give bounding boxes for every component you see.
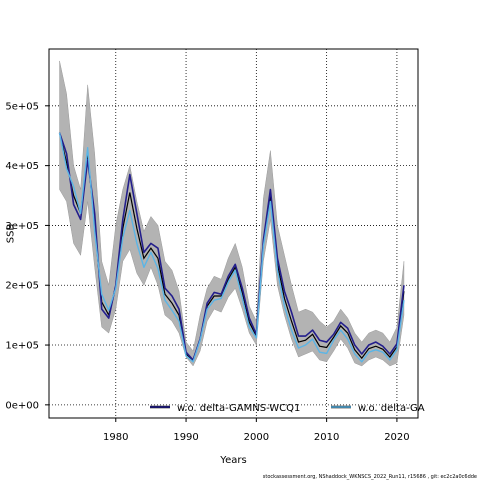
- legend-label: w.o. delta-GAMNS-WCQ1: [177, 403, 300, 414]
- y-tick-label: 5e+05: [5, 101, 39, 112]
- x-tick-label: 1980: [103, 432, 128, 443]
- x-axis: 1980 1990 2000 2010 2020: [103, 418, 410, 443]
- legend-label: w.o. delta-GA: [358, 403, 425, 414]
- y-tick-label: 3e+05: [5, 221, 39, 232]
- legend: w.o. delta-GAMNS-WCQ1 w.o. delta-GA: [150, 403, 425, 414]
- x-tick-label: 1990: [173, 432, 198, 443]
- footer-note: stockassessment.org, NShaddock_WKNSCS_20…: [263, 474, 477, 480]
- x-tick-label: 2000: [244, 432, 269, 443]
- x-tick-label: 2020: [384, 432, 409, 443]
- y-tick-label: 4e+05: [5, 161, 39, 172]
- y-axis-title: SSB: [6, 224, 17, 244]
- y-tick-label: 1e+05: [5, 341, 39, 352]
- x-axis-title: Years: [219, 455, 246, 466]
- plot-area-frame: [48, 48, 419, 419]
- y-tick-label: 0e+00: [5, 400, 39, 411]
- series-line-2: [58, 132, 405, 363]
- x-tick-label: 2010: [314, 432, 339, 443]
- series-layer: [58, 132, 405, 363]
- series-line-1: [58, 132, 405, 361]
- y-axis: 0e+00 1e+05 2e+05 3e+05 4e+05 5e+05: [5, 101, 49, 411]
- y-tick-label: 2e+05: [5, 281, 39, 292]
